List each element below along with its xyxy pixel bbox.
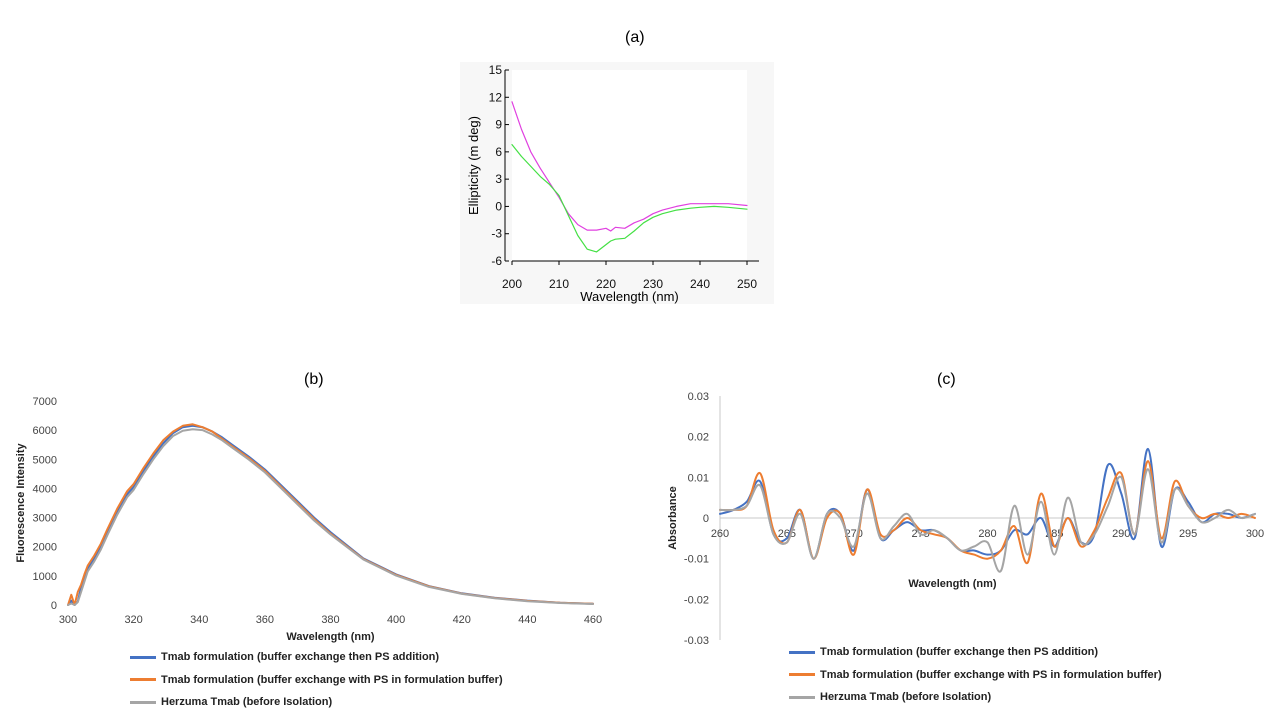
x-tick-label: 440	[518, 614, 536, 626]
y-axis-label: Ellipticity (m deg)	[466, 116, 481, 215]
series-line-3	[719, 468, 1256, 573]
legend-b-item-1: Tmab formulation (buffer exchange then P…	[130, 646, 503, 669]
x-tick-label: 340	[190, 614, 208, 626]
x-axis-label: Wavelength (nm)	[580, 289, 679, 304]
x-tick-label: 300	[1246, 528, 1264, 540]
legend-c-label-1: Tmab formulation (buffer exchange then P…	[820, 646, 1099, 659]
x-tick-label: 320	[124, 614, 142, 626]
y-tick-label: 9	[495, 118, 502, 132]
x-tick-label: 290	[1112, 528, 1130, 540]
x-tick-label: 280	[978, 528, 996, 540]
legend-swatch	[789, 695, 815, 699]
x-tick-label: 400	[387, 614, 405, 626]
series-line-3	[67, 428, 594, 606]
legend-c-item-3: Herzuma Tmab (before Isolation)	[789, 686, 1162, 709]
x-tick-label: 250	[737, 277, 757, 291]
y-tick-label: 12	[489, 90, 503, 104]
series-line-1	[67, 424, 594, 606]
legend-b-label-3: Herzuma Tmab (before Isolation)	[161, 696, 333, 709]
y-tick-label: 5000	[33, 454, 57, 466]
x-tick-label: 260	[711, 528, 729, 540]
y-tick-label: 0.01	[688, 472, 709, 484]
y-tick-label: 7000	[33, 396, 57, 408]
y-tick-label: 4000	[33, 483, 57, 495]
y-tick-label: -3	[491, 227, 502, 241]
y-tick-label: 0.02	[688, 432, 709, 444]
y-tick-label: 3000	[33, 513, 57, 525]
plot-area	[512, 70, 747, 261]
y-tick-label: 2000	[33, 542, 57, 554]
x-axis-label: Wavelength (nm)	[286, 631, 375, 643]
x-tick-label: 200	[502, 277, 522, 291]
y-tick-label: -0.01	[684, 554, 709, 566]
y-tick-label: -0.02	[684, 594, 709, 606]
series-line-1	[511, 101, 748, 232]
legend-b-item-3: Herzuma Tmab (before Isolation)	[130, 691, 503, 714]
y-tick-label: 0	[495, 199, 502, 213]
y-tick-label: 15	[489, 63, 503, 77]
y-tick-label: 6000	[33, 425, 57, 437]
y-tick-label: 0	[703, 513, 709, 525]
y-tick-label: -0.03	[684, 635, 709, 647]
legend-swatch	[789, 673, 815, 677]
y-tick-label: 6	[495, 145, 502, 159]
legend-b-label-2: Tmab formulation (buffer exchange with P…	[161, 673, 503, 686]
x-axis-label: Wavelength (nm)	[908, 578, 997, 590]
x-tick-label: 460	[584, 614, 602, 626]
legend-c-item-2: Tmab formulation (buffer exchange with P…	[789, 664, 1162, 687]
legend-b-label-1: Tmab formulation (buffer exchange then P…	[161, 651, 440, 664]
y-tick-label: 3	[495, 172, 502, 186]
y-tick-label: 1000	[33, 571, 57, 583]
y-tick-label: -6	[491, 254, 502, 268]
legend-c-label-3: Herzuma Tmab (before Isolation)	[820, 691, 992, 704]
legend-swatch	[130, 678, 156, 682]
y-axis-label: Absorbance	[667, 486, 679, 550]
legend-swatch	[789, 650, 815, 654]
x-tick-label: 230	[643, 277, 663, 291]
y-tick-label: 0	[51, 600, 57, 612]
legend-c-label-2: Tmab formulation (buffer exchange with P…	[820, 668, 1162, 681]
x-tick-label: 240	[690, 277, 710, 291]
legend-b: Tmab formulation (buffer exchange then P…	[130, 646, 503, 714]
x-tick-label: 220	[596, 277, 616, 291]
y-tick-label: 0.03	[688, 391, 709, 403]
series-line-2	[511, 144, 748, 253]
legend-c: Tmab formulation (buffer exchange then P…	[789, 641, 1162, 709]
legend-swatch	[130, 655, 156, 659]
panel-c-label: (c)	[937, 371, 956, 388]
x-tick-label: 295	[1179, 528, 1197, 540]
x-tick-label: 420	[453, 614, 471, 626]
x-tick-label: 300	[59, 614, 77, 626]
series-line-2	[719, 460, 1256, 564]
series-line-2	[67, 423, 594, 606]
legend-swatch	[130, 700, 156, 704]
panel-a-label: (a)	[625, 29, 645, 46]
x-tick-label: 380	[321, 614, 339, 626]
y-axis-label: Fluorescence Intensity	[15, 443, 27, 563]
x-tick-label: 360	[256, 614, 274, 626]
x-tick-label: 210	[549, 277, 569, 291]
legend-c-item-1: Tmab formulation (buffer exchange then P…	[789, 641, 1162, 664]
legend-b-item-2: Tmab formulation (buffer exchange with P…	[130, 669, 503, 692]
panel-b-label: (b)	[304, 371, 324, 388]
